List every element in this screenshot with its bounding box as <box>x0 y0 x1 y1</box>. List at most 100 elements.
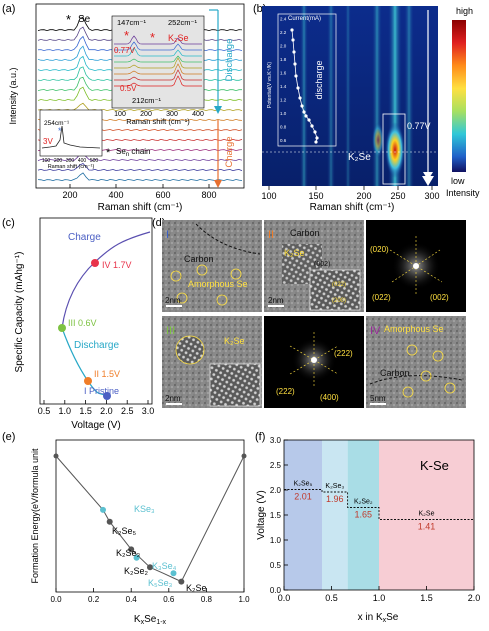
tile4-scale: 2nm <box>165 394 181 403</box>
heat-streak <box>327 6 335 186</box>
tem-tile-6: IV Amorphous Se Carbon 5nm <box>366 316 466 408</box>
inset-top-xlabel: Raman shift (cm⁻¹) <box>126 117 190 126</box>
panel-a-star: * <box>66 12 71 27</box>
tile4-num: III <box>166 325 175 337</box>
panel-a-xtick: 800 <box>201 190 216 200</box>
discharge-label: Discharge <box>224 39 235 82</box>
cv-point <box>300 104 304 108</box>
tile2-002: (002) <box>314 261 330 268</box>
label-i: I Pristine <box>84 386 119 396</box>
heat-streak <box>300 6 308 186</box>
inset-top-xticks: 100 200 300 400 <box>114 111 204 118</box>
tile2-k2se: K₂Se <box>284 248 305 258</box>
heat-hotspot <box>385 122 405 178</box>
cv-inset-ytick: 2.2 <box>280 30 287 35</box>
point-k5se3 <box>170 570 177 577</box>
cv-inset-ytick: 1.0 <box>280 111 287 116</box>
tile3-022: (022) <box>372 293 391 302</box>
tile4-k2se: K₂Se <box>224 336 245 346</box>
sen-star: * <box>106 147 111 159</box>
panel-b-xtick: 300 <box>424 191 439 201</box>
cv-inset-ylabel: Potential(V vs.K⁺/K) <box>267 62 273 109</box>
panel-a-sen-chain: * Sen chain <box>106 147 151 159</box>
label-iii: III 0.6V <box>68 318 97 328</box>
tile3-020: (020) <box>370 245 389 254</box>
label-k5se3: K₅Se₃ <box>148 578 173 588</box>
inset-k2se: K₂Se <box>168 33 189 43</box>
tem-tile-2: II Carbon K₂Se (002) (022) (200) 2nm <box>264 220 364 312</box>
spectrum-line <box>37 163 243 172</box>
tile6-scale: 5nm <box>370 394 386 403</box>
charge-arrow: Charge <box>214 120 235 188</box>
tile2-carbon: Carbon <box>290 228 320 238</box>
inset-spectrum-line <box>114 55 202 63</box>
cv-inset-ytick: 1.6 <box>280 71 287 76</box>
voltage-band <box>379 440 474 590</box>
panel-c-capacity: (c) Charge IV 1.7V III 0.6V Discharge II… <box>2 217 154 431</box>
tile5-400: (400) <box>320 393 339 402</box>
tile6-num: IV <box>370 325 381 337</box>
panel-c-label: (c) <box>2 217 15 229</box>
label-k2se3: K₂Se₃ <box>116 548 141 558</box>
panel-c-xticks: 0.5 1.0 1.5 2.0 2.5 3.0 <box>38 400 154 416</box>
tile2-022: (022) <box>332 282 346 288</box>
tile5-222a: (222) <box>334 349 353 358</box>
panel-f-ytick: 0.5 <box>270 561 282 570</box>
inset-bottom-xticks: 100 200 300 400 500 <box>42 158 99 164</box>
panel-b-xlabel: Raman shift (cm⁻¹) <box>310 202 395 213</box>
step-phase-label: K₂Se₅ <box>294 481 313 488</box>
label-ii: II 1.5V <box>94 369 120 379</box>
tem-tile-5-fft: (222) (222) (400) <box>264 316 364 408</box>
cv-point <box>298 96 302 100</box>
panel-c-xlabel: Voltage (V) <box>71 420 120 431</box>
cv-point <box>296 86 300 90</box>
inset-spectrum-line <box>114 47 202 57</box>
cv-point <box>315 136 319 140</box>
sen-label: Sen chain <box>116 147 151 158</box>
cv-point <box>293 62 297 66</box>
label-kse3: KSe₃ <box>134 504 155 514</box>
panel-c-xtick: 2.0 <box>100 406 113 416</box>
tile6-amorph: Amorphous Se <box>384 324 444 334</box>
inset-v077: 0.77V <box>114 46 136 55</box>
panel-e-xticks: 0.0 0.2 0.4 0.6 0.8 1.0 <box>50 588 250 604</box>
inset-star-1: * <box>124 28 129 43</box>
panel-e-formation-energy: (e) KSe₃ K₂Se₅ K₂Se₃ K₂Se₂ K₅Se₃ K₃Se₄ K… <box>2 431 250 626</box>
panel-f-xlabel: x in KxSe <box>358 612 399 624</box>
panel-e-xtick: 0.6 <box>163 595 175 604</box>
tile2-scale: 2nm <box>268 296 284 305</box>
panel-b-cv-inset: Current(mA) 0.6 0.8 1.0 1.2 1.4 1.6 1.8 2.0 2.2 2… <box>267 13 337 147</box>
cv-point <box>292 50 296 54</box>
heat-hotspot <box>372 122 384 158</box>
label-k3se4: K₃Se₄ <box>152 561 177 571</box>
cv-inset-ytick: 2.0 <box>280 44 287 49</box>
panel-b-xtick: 200 <box>356 191 371 201</box>
panel-a-xlabel: Raman shift (cm⁻¹) <box>98 202 183 213</box>
panel-e-xtick: 0.4 <box>126 595 138 604</box>
cv-point <box>307 118 311 122</box>
cbar-high: high <box>456 6 473 16</box>
inset-v05: 0.5V <box>120 84 137 93</box>
panel-f-ytick: 1.5 <box>270 511 282 520</box>
panel-e-xtick: 0.8 <box>201 595 213 604</box>
tile1-carbon: Carbon <box>184 254 214 264</box>
cv-point <box>290 28 294 32</box>
inset-top-xtick: 300 <box>166 111 178 118</box>
inset-bottom-xtick: 100 <box>42 158 51 164</box>
tem-tile-4: III K₂Se 2nm <box>162 316 262 408</box>
heat-streak <box>404 6 414 186</box>
point-i <box>103 392 111 400</box>
cv-inset-ytick: 0.8 <box>280 125 287 130</box>
hull-endpoint <box>53 453 59 459</box>
panel-c-xtick: 1.5 <box>79 406 92 416</box>
panel-b-xticks: 100 150 200 250 300 <box>261 186 440 201</box>
inset-bottom-star: * <box>58 126 62 136</box>
label-iv: IV 1.7V <box>102 260 132 270</box>
cv-point <box>313 130 317 134</box>
inset-spectrum-line <box>114 69 202 81</box>
panel-f-steps: K₂Se₅ 2.01 K₂Se₃ 1.96 K₂Se₂ 1.65 K₂Se 1.41 <box>284 481 474 532</box>
cv-point <box>302 110 306 114</box>
inset-peak252: 252cm⁻¹ <box>168 18 197 27</box>
point-k2se <box>178 578 185 585</box>
